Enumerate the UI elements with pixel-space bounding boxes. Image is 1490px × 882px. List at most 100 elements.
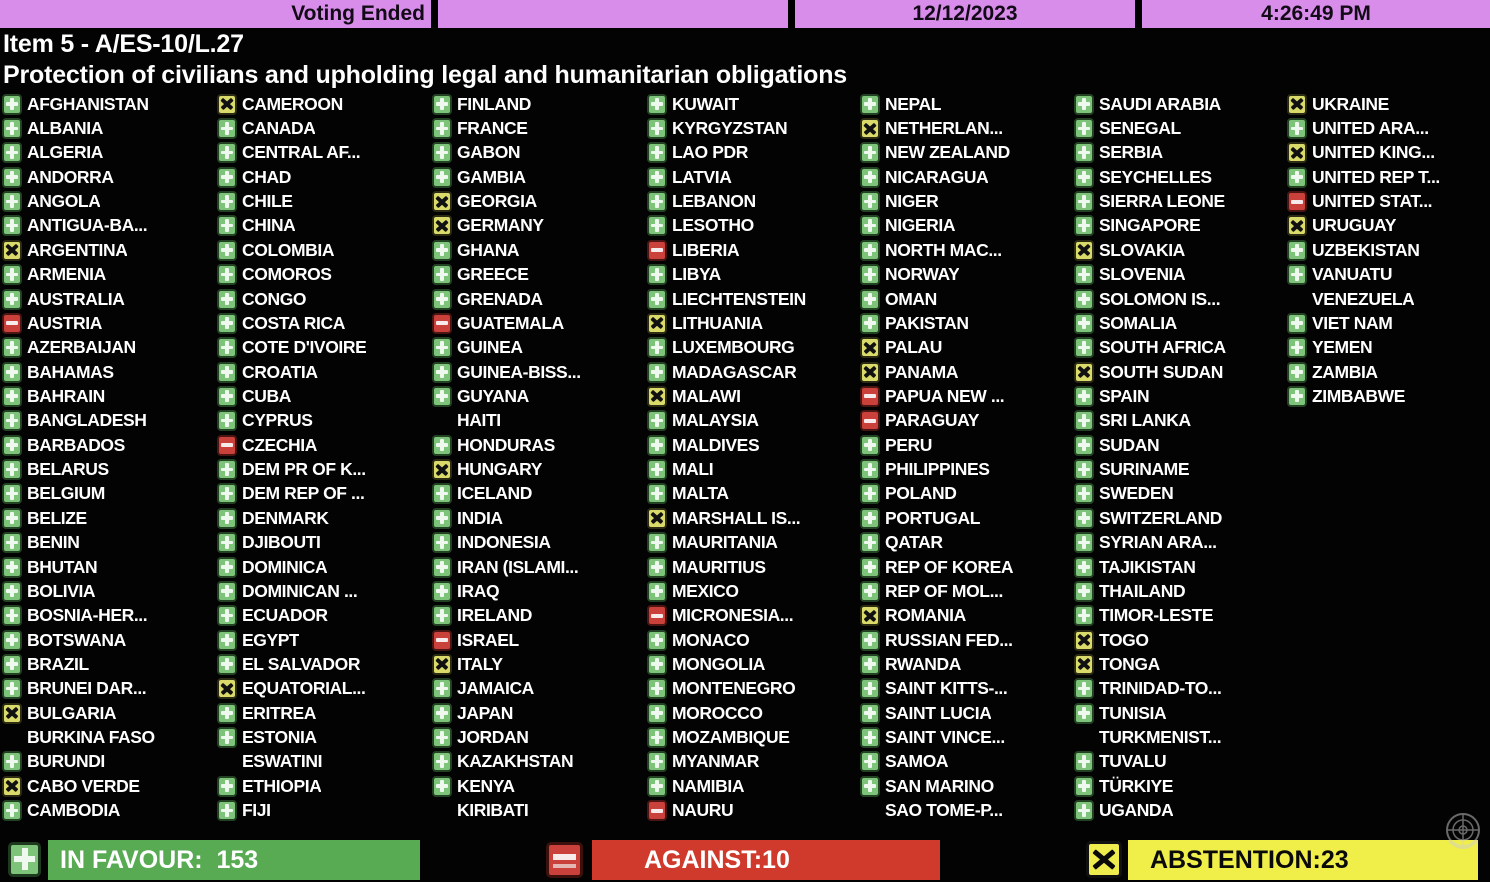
country-row: MONGOLIA [645,652,858,676]
country-name: SENEGAL [1099,118,1181,139]
country-row: KUWAIT [645,92,858,116]
country-row: BENIN [0,530,215,554]
country-name: LIECHTENSTEIN [672,288,806,309]
vote-in-favour-icon [860,264,880,286]
vote-in-favour-icon [860,532,880,554]
vote-column-6: SAUDI ARABIA SENEGAL SERBIA SEYCHELLES SIERR… [1072,92,1285,824]
country-row: BARBADOS [0,433,215,457]
country-row: NAURU [645,798,858,822]
country-row: FRANCE [430,116,645,140]
vote-in-favour-icon [647,580,667,602]
vote-time-label: 4:26:49 PM [1261,2,1371,25]
country-row: THAILAND [1072,579,1285,603]
vote-in-favour-icon [1074,751,1094,773]
country-name: ZAMBIA [1312,361,1378,382]
country-name: TURKMENIST... [1099,727,1222,748]
country-row: NIGERIA [858,214,1072,238]
country-name: BURUNDI [27,751,105,772]
country-name: BELIZE [27,507,87,528]
vote-in-favour-icon [2,580,22,602]
vote-in-favour-icon [2,166,22,188]
country-name: AUSTRALIA [27,288,125,309]
country-name: URUGUAY [1312,215,1397,236]
country-name: UNITED ARA... [1312,118,1429,139]
country-name: SAINT VINCE... [885,727,1005,748]
vote-abstention-icon [647,507,667,529]
country-name: TRINIDAD-TO... [1099,678,1222,699]
country-row: GEORGIA [430,189,645,213]
country-name: ANDORRA [27,166,114,187]
country-name: SWEDEN [1099,483,1174,504]
country-name: BHUTAN [27,556,98,577]
vote-in-favour-icon [1074,678,1094,700]
country-name: GHANA [457,239,520,260]
vote-in-favour-icon [2,532,22,554]
country-row: TUVALU [1072,750,1285,774]
country-name: COLOMBIA [242,239,335,260]
vote-in-favour-icon [217,385,237,407]
country-row: FINLAND [430,92,645,116]
vote-abstention-icon [217,93,237,115]
vote-in-favour-icon [647,215,667,237]
country-row: ALGERIA [0,141,215,165]
vote-abstention-icon [2,239,22,261]
vote-in-favour-icon [432,288,452,310]
vote-against-icon [432,312,452,334]
vote-in-favour-icon [1074,93,1094,115]
country-row: HAITI [430,409,645,433]
country-name: CZECHIA [242,434,317,455]
country-row: CROATIA [215,360,430,384]
country-name: IRAN (ISLAMI... [457,556,579,577]
country-row: PAKISTAN [858,311,1072,335]
vote-in-favour-icon [1074,191,1094,213]
country-row: LATVIA [645,165,858,189]
vote-in-favour-icon [432,580,452,602]
vote-in-favour-icon [1287,361,1307,383]
country-name: KYRGYZSTAN [672,118,788,139]
vote-in-favour-icon [1074,264,1094,286]
country-name: SUDAN [1099,434,1160,455]
vote-column-4: KUWAIT KYRGYZSTAN LAO PDR LATVIA LEBANON LESO… [645,92,858,824]
vote-in-favour-icon [432,118,452,140]
country-row: SWITZERLAND [1072,506,1285,530]
vote-in-favour-icon [432,751,452,773]
vote-abstention-icon [2,775,22,797]
country-row: AZERBAIJAN [0,336,215,360]
country-row: NAMIBIA [645,774,858,798]
vote-in-favour-icon [1287,385,1307,407]
country-name: SERBIA [1099,142,1163,163]
country-row: UNITED ARA... [1285,116,1490,140]
country-name: CROATIA [242,361,318,382]
country-name: MONACO [672,629,750,650]
country-name: COSTA RICA [242,312,345,333]
country-name: AFGHANISTAN [27,93,149,114]
country-row: MAURITANIA [645,530,858,554]
vote-in-favour-icon [432,239,452,261]
vote-in-favour-icon [1074,118,1094,140]
country-row: NORTH MAC... [858,238,1072,262]
country-name: SAN MARINO [885,775,994,796]
country-name: ERITREA [242,702,317,723]
vote-in-favour-icon [647,166,667,188]
country-name: FINLAND [457,93,531,114]
country-name: CAMBODIA [27,800,121,821]
country-row: UNITED KING... [1285,141,1490,165]
vote-in-favour-icon [2,264,22,286]
vote-in-favour-icon [1074,385,1094,407]
country-row: AUSTRALIA [0,287,215,311]
country-row: SOUTH SUDAN [1072,360,1285,384]
vote-in-favour-icon [2,556,22,578]
vote-in-favour-icon [1074,337,1094,359]
country-row: UNITED REP T... [1285,165,1490,189]
country-row: SAUDI ARABIA [1072,92,1285,116]
country-name: GAMBIA [457,166,526,187]
country-name: BELGIUM [27,483,105,504]
vote-in-favour-icon [217,629,237,651]
country-name: TIMOR-LESTE [1099,605,1214,626]
country-row: ANTIGUA-BA... [0,214,215,238]
country-row: CHILE [215,189,430,213]
country-row: NIGER [858,189,1072,213]
country-row: SERBIA [1072,141,1285,165]
country-name: EQUATORIAL... [242,678,366,699]
country-row: COSTA RICA [215,311,430,335]
